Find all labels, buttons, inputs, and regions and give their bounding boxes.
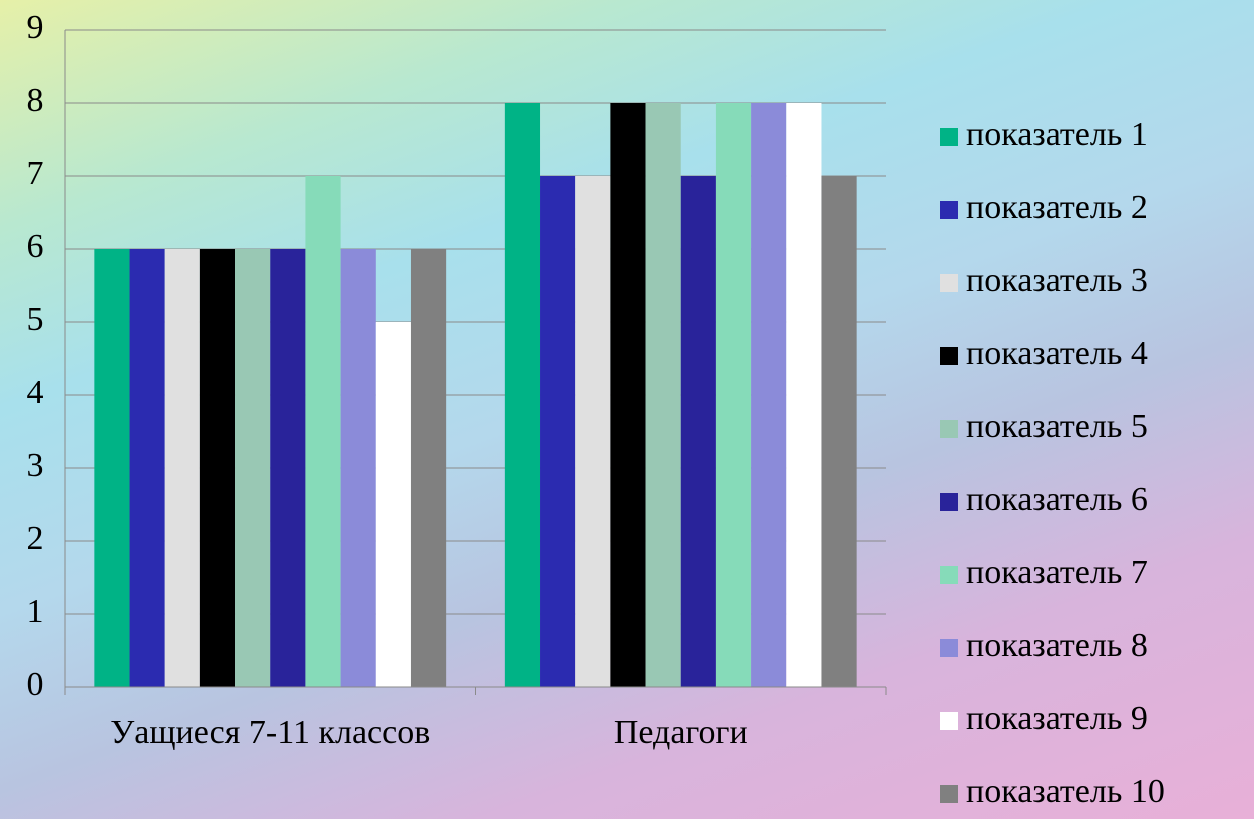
x-tick-label: Педагоги bbox=[613, 714, 748, 751]
legend-swatch bbox=[940, 347, 958, 365]
legend-swatch bbox=[940, 639, 958, 657]
legend-swatch bbox=[940, 128, 958, 146]
legend-swatch bbox=[940, 785, 958, 803]
legend-label: показатель 5 bbox=[966, 408, 1148, 445]
legend-swatch bbox=[940, 493, 958, 511]
bar bbox=[751, 103, 787, 687]
legend-label: показатель 2 bbox=[966, 189, 1148, 226]
legend-label: показатель 1 bbox=[966, 116, 1148, 153]
y-tick-label: 5 bbox=[27, 301, 44, 338]
bar bbox=[504, 103, 541, 687]
bar bbox=[540, 176, 576, 687]
bar bbox=[305, 176, 341, 687]
bar bbox=[575, 176, 611, 687]
y-tick-label: 0 bbox=[27, 666, 44, 703]
bar bbox=[129, 249, 165, 687]
legend-label: показатель 4 bbox=[966, 335, 1148, 372]
bar bbox=[610, 103, 646, 687]
y-tick-label: 8 bbox=[27, 82, 44, 119]
bar bbox=[410, 249, 447, 687]
legend-swatch bbox=[940, 566, 958, 584]
bar bbox=[164, 249, 200, 687]
bar bbox=[340, 249, 376, 687]
legend-label: показатель 6 bbox=[966, 481, 1148, 518]
bar bbox=[680, 176, 716, 687]
legend-swatch bbox=[940, 420, 958, 438]
legend-label: показатель 8 bbox=[966, 627, 1148, 664]
bar bbox=[270, 249, 306, 687]
x-tick-label: Уащиеся 7-11 классов bbox=[110, 714, 431, 751]
y-tick-label: 1 bbox=[27, 593, 44, 630]
y-tick-label: 4 bbox=[27, 374, 44, 411]
bar bbox=[715, 103, 752, 687]
legend-swatch bbox=[940, 201, 958, 219]
bar bbox=[645, 103, 681, 687]
bar bbox=[94, 249, 130, 687]
bar bbox=[821, 176, 857, 687]
bar bbox=[235, 249, 271, 687]
bar bbox=[375, 322, 411, 687]
legend-label: показатель 3 bbox=[966, 262, 1148, 299]
legend-label: показатель 9 bbox=[966, 700, 1148, 737]
y-tick-label: 9 bbox=[27, 9, 44, 46]
y-tick-label: 6 bbox=[27, 228, 44, 265]
bar bbox=[786, 103, 822, 687]
legend-label: показатель 7 bbox=[966, 554, 1148, 591]
y-tick-label: 7 bbox=[27, 155, 44, 192]
legend-swatch bbox=[940, 712, 958, 730]
y-tick-label: 3 bbox=[27, 447, 44, 484]
legend-swatch bbox=[940, 274, 958, 292]
bar bbox=[199, 249, 236, 687]
y-tick-label: 2 bbox=[27, 520, 44, 557]
legend-label: показатель 10 bbox=[966, 773, 1165, 810]
